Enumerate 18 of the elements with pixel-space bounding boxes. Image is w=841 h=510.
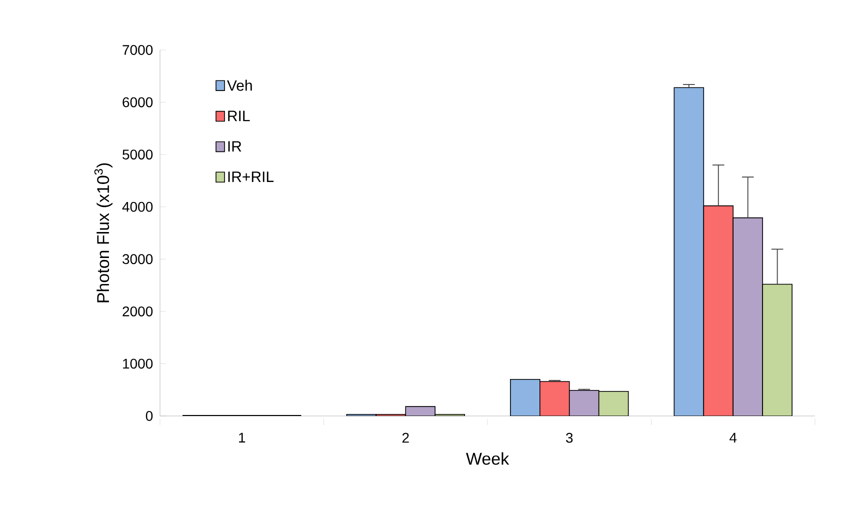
legend-label: IR+RIL xyxy=(228,172,274,182)
x-axis-title: Week xyxy=(466,452,510,465)
x-tick-label: 2 xyxy=(402,432,409,443)
x-tick-label: 4 xyxy=(730,432,737,442)
y-tick-label: 0 xyxy=(146,411,153,421)
legend-label: IR xyxy=(228,141,242,152)
y-tick-label: 6000 xyxy=(122,97,153,108)
y-tick-label: 7000 xyxy=(122,45,153,55)
y-tick-label: 5000 xyxy=(122,150,153,160)
y-tick-label: 1000 xyxy=(123,358,153,369)
y-tick-label: 3000 xyxy=(122,254,153,264)
x-tick-label: 1 xyxy=(239,432,246,442)
y-tick-label: 4000 xyxy=(122,202,153,212)
x-tick-label: 3 xyxy=(566,432,573,443)
y-axis-title: Photon Flux (x10$^{3}$) xyxy=(94,163,112,302)
legend-label: Veh xyxy=(227,80,252,91)
legend-label: RIL xyxy=(228,110,250,122)
y-tick-label: 2000 xyxy=(122,306,153,316)
